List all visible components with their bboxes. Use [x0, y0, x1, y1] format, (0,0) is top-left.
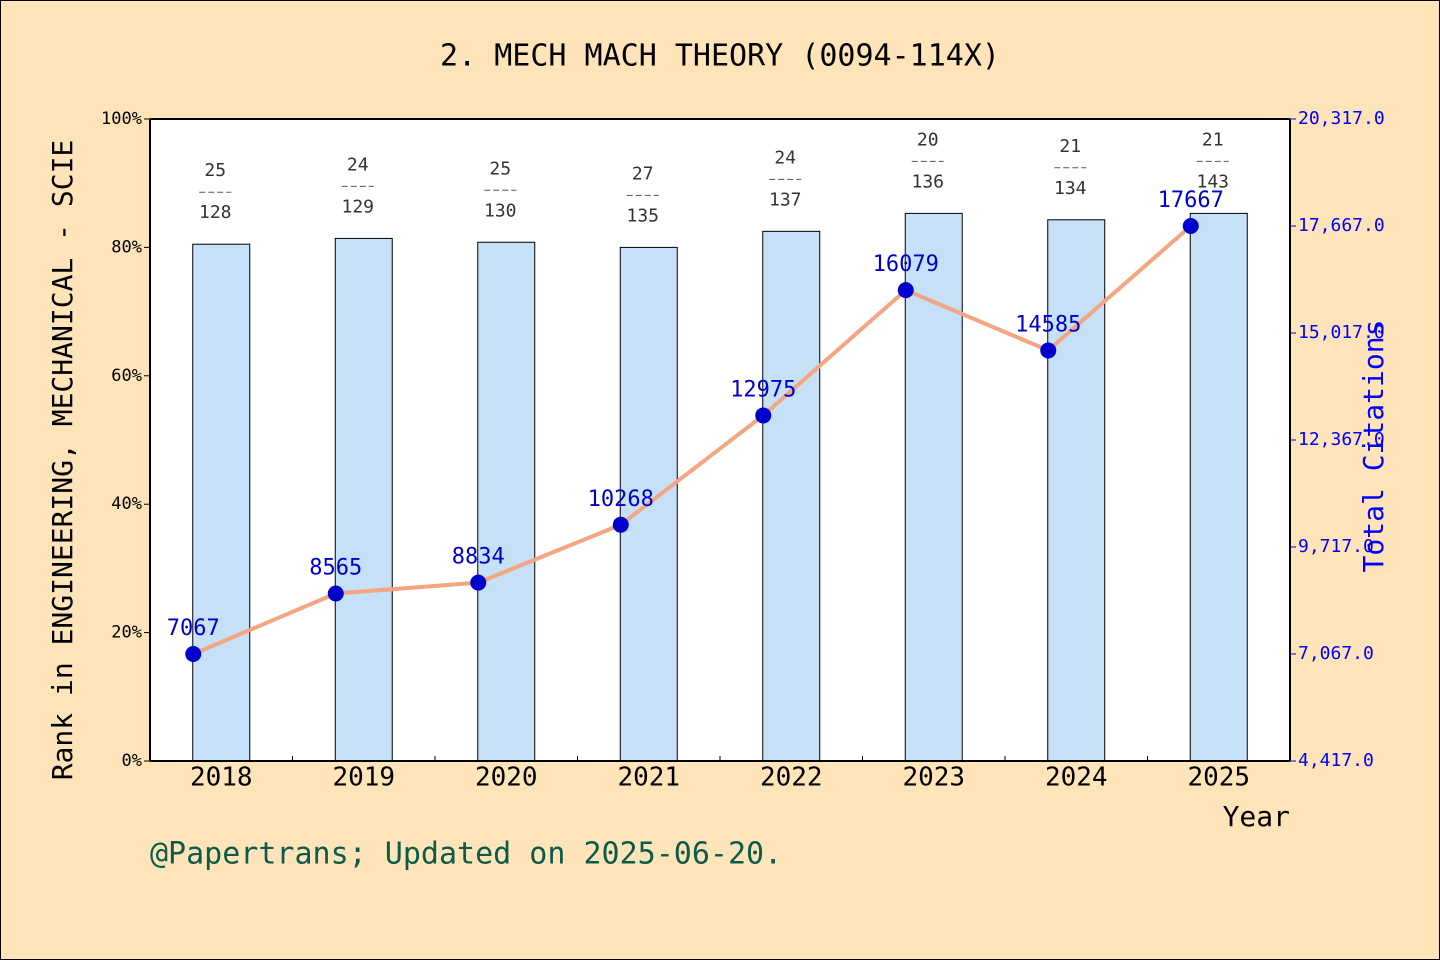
bar [1189, 212, 1248, 762]
citation-label: 14585 [1015, 312, 1081, 337]
bar-rank-label: 21 [1202, 129, 1224, 150]
citation-point [185, 646, 202, 662]
x-tick-label: 2019 [332, 763, 395, 793]
bar-rank-label: 27 [632, 163, 654, 184]
y2-tick-label: 4,417.0 [1298, 750, 1374, 771]
citation-line [192, 224, 1193, 656]
citation-point [755, 407, 772, 424]
bar-rank-label: 21 [1059, 136, 1081, 157]
bar-total-label: 130 [484, 200, 517, 221]
y2-tick-label: 9,717.0 [1298, 536, 1374, 557]
y-tick-label: 80% [111, 237, 142, 257]
y2-tick-label: 20,317.0 [1298, 108, 1385, 129]
bar-rank-label: 25 [489, 158, 511, 179]
y-axis-label: Rank in ENGINEERING, MECHANICAL - SCIE [46, 140, 79, 781]
citation-point [470, 574, 487, 591]
x-tick-label: 2020 [475, 763, 538, 793]
footer: @Papertrans; Updated on 2025-06-20. [150, 837, 782, 872]
citation-point [612, 516, 629, 533]
x-tick-label: 2025 [1187, 763, 1250, 793]
chart-title: 2. MECH MACH THEORY (0094-114X) [440, 39, 1000, 74]
bar-rank-label: 24 [774, 147, 796, 168]
y-tick-label: 40% [111, 494, 142, 514]
bar [1047, 219, 1106, 762]
bar-total-label: 143 [1196, 171, 1229, 192]
bar [334, 237, 393, 762]
bar [762, 230, 821, 762]
citation-label: 10268 [588, 487, 654, 512]
bar-total-label: 136 [911, 171, 944, 192]
citation-point [327, 585, 344, 602]
x-tick-label: 2024 [1045, 763, 1108, 793]
citation-label: 16079 [873, 252, 939, 277]
bar-rank-label: 20 [917, 129, 939, 150]
citation-label: 17667 [1158, 188, 1224, 213]
y-tick-label: 0% [122, 751, 142, 771]
y2-tick-label: 17,667.0 [1298, 215, 1385, 236]
citation-label: 7067 [167, 616, 220, 641]
x-tick-label: 2023 [902, 763, 965, 793]
citation-label: 8565 [309, 556, 362, 581]
x-axis-label: Year [1223, 800, 1290, 833]
x-tick-label: 2018 [190, 763, 253, 793]
x-tick-label: 2021 [617, 763, 680, 793]
y-tick-label: 100% [101, 109, 142, 129]
bar [904, 212, 963, 762]
y2-tick-label: 15,017.0 [1298, 322, 1385, 343]
y2-tick-label: 12,367.0 [1298, 429, 1385, 450]
bar [477, 241, 536, 762]
bar-rank-label: 25 [204, 160, 226, 181]
y-tick-label: 20% [111, 623, 142, 643]
bar-total-label: 135 [626, 205, 659, 226]
bar-total-label: 137 [769, 189, 802, 210]
y-tick-label: 60% [111, 366, 142, 386]
citation-label: 8834 [452, 545, 505, 570]
bar-rank-label: 24 [347, 154, 369, 175]
bar-total-label: 128 [199, 202, 232, 223]
bar [192, 243, 251, 762]
plot-area [150, 119, 1290, 761]
y2-axis-label: Total Citations [1357, 320, 1390, 573]
x-tick-label: 2022 [760, 763, 823, 793]
bar-total-label: 129 [341, 196, 374, 217]
y2-tick-label: 7,067.0 [1298, 643, 1374, 664]
citation-point [1182, 218, 1199, 234]
citation-point [1040, 342, 1057, 359]
bar-total-label: 134 [1054, 178, 1087, 199]
citation-point [897, 282, 914, 299]
citation-label: 12975 [730, 377, 796, 402]
